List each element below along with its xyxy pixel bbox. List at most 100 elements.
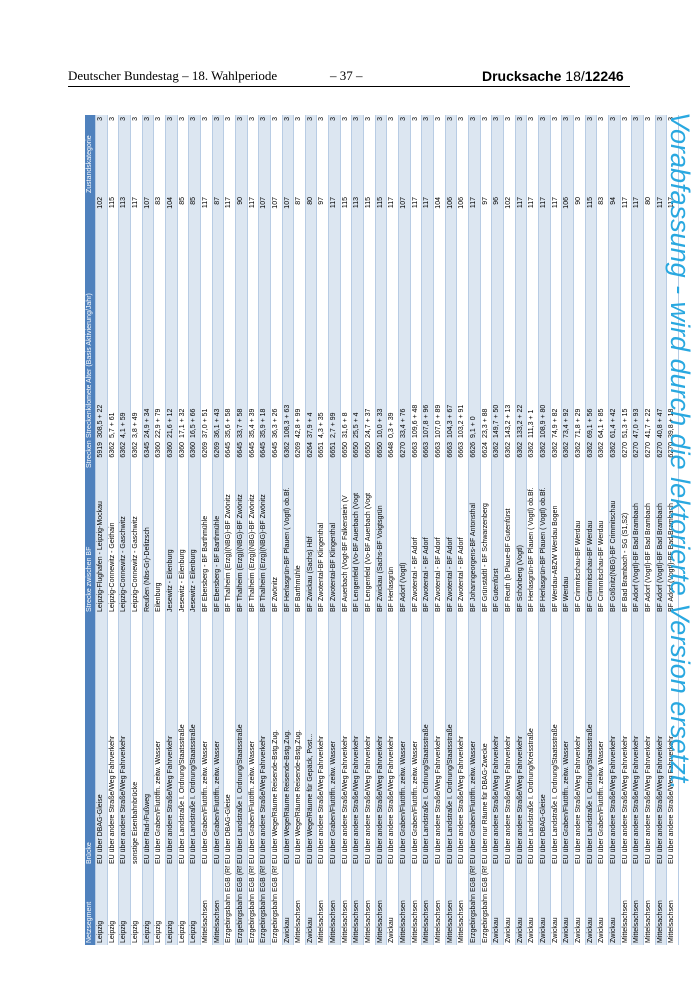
table-cell: 6362 <box>504 442 512 458</box>
table-cell: 3 <box>446 117 454 121</box>
table-cell: 9,1 + 0 <box>470 416 477 438</box>
table: Netzsegment Brücke Strecke zwischen BF Stre… <box>85 115 679 945</box>
table-cell: Erzgebirgsbahn EGB (RNI) <box>470 866 477 943</box>
table-cell: EÜ über andere Straße/Weg Fahrverkehr <box>493 735 501 864</box>
table-cell: 149,7 + 50 <box>493 404 501 438</box>
table-cell: 6650 <box>376 442 384 458</box>
table-cell: Leipzig <box>120 920 128 943</box>
table-cell: Mittelsachsen <box>365 900 373 943</box>
table-cell: 102 <box>504 197 512 209</box>
table-row: Zwickau EÜ über andere Straße/Weg Fahrver… <box>492 115 504 945</box>
table-cell: 103,2 + 91 <box>458 404 466 438</box>
table-row: Mittelsachsen EÜ über Landstraße I. Ordnu… <box>422 115 435 945</box>
table-cell: 35,6 + 58 <box>225 408 233 438</box>
table-cell: EÜ über andere Straße/Weg Fahrverkehr <box>516 735 524 864</box>
table-cell: 97 <box>318 197 326 205</box>
table-cell: 308,5 + 22 <box>97 404 104 438</box>
table-cell: BF Zwotental-BF Klingenthal <box>330 522 338 612</box>
table-cell: 113 <box>353 197 361 209</box>
table-cell: EÜ über Graben/Flutöffn. zeitw. Wasser <box>248 741 256 864</box>
table-cell: 6650 <box>353 442 361 458</box>
table-cell: 109,6 + 48 <box>411 404 419 438</box>
table-cell: 6362 <box>586 442 594 458</box>
table-cell: 69,1 + 56 <box>586 408 594 438</box>
table-cell: BF Lengenfeld (Vo-BF Auerbach (Vogt <box>365 492 373 612</box>
table-cell: EÜ über Landstraße I. Ordnung/Staatsstra… <box>551 724 559 864</box>
table-cell: 117 <box>248 197 256 209</box>
table-row: Erzgebirgsbahn EGB (RNI) EÜ über DBAG-Gle… <box>224 115 236 945</box>
table-row: Zwickau EÜ über Wege/Räume Reisende-Bstg.… <box>282 115 295 945</box>
table-cell: 117 <box>633 197 641 209</box>
table-cell: EÜ über andere Straße/Weg Fahrverkehr <box>166 735 174 864</box>
table-cell: 6269 <box>213 442 221 458</box>
column-header: Streckenkilometer <box>86 385 93 438</box>
table-cell: 33,4 + 76 <box>400 408 408 438</box>
table-cell: Zwickau <box>598 917 606 943</box>
table-cell: Mittelsachsen <box>341 900 349 943</box>
table-cell: BF Thalheim (Erzg)(NBG)-BF Zwönitz <box>225 494 233 612</box>
table-cell: 3 <box>633 117 641 121</box>
table-row: Zwickau EÜ über andere Straße/Weg Fahrver… <box>515 115 528 945</box>
table-cell: Jesewitz - Eilenburg <box>178 549 186 612</box>
table-cell: EÜ über andere Straße/Weg Fahrverkehr <box>318 735 326 864</box>
table-cell: 3 <box>470 117 477 121</box>
table-cell: BF Zwotental - BF Adorf <box>435 537 443 612</box>
table-cell: EÜ über Landstraße I. Ordnung/Staatsstra… <box>236 724 244 864</box>
column-header: Strecke zwischen BF <box>86 546 93 612</box>
table-cell: 3 <box>97 117 104 121</box>
table-cell: EÜ über andere Straße/Weg Fahrverkehr <box>621 735 629 864</box>
table-cell: 3 <box>458 117 466 121</box>
table-cell: EÜ über Wege/Räume Reisende-Bstg.Zug. <box>295 729 303 864</box>
table-cell: EÜ über andere Straße/Weg Fahrverkehr <box>120 735 128 864</box>
table-cell: EÜ über Graben/Flutöffn. zeitw. Wasser <box>330 741 338 864</box>
table-row: Mittelsachsen EÜ über andere Straße/Weg F… <box>352 115 365 945</box>
table-cell: Leipzig <box>178 920 186 943</box>
table-row: Leipzig EÜ über Landstraße I. Ordnung/Sta… <box>189 115 201 945</box>
table-cell: 2,7 + 99 <box>330 412 338 439</box>
table-cell: BF Thalheim (Erzg)(NBG)-BF Zwönitz <box>260 494 268 612</box>
table-cell: BF Gutenfürst <box>493 568 501 612</box>
table-cell: 6663 <box>435 442 443 458</box>
doc-prefix: 18/ <box>565 68 585 84</box>
table-cell: 6362 <box>609 442 617 458</box>
table-cell: 36,1 + 43 <box>213 408 221 438</box>
table-row: Zwickau EÜ über andere Straße/Weg Fahrver… <box>573 115 586 945</box>
table-row: Zwickau EÜ über Landstraße I. Ordnung/Kre… <box>527 115 539 945</box>
table-cell: 104,3 + 67 <box>446 404 454 438</box>
table-cell: Zwickau <box>563 917 571 943</box>
table-cell: BF Zwönitz <box>271 576 279 612</box>
table-cell: BF Herlasgrün-BF Plauen ( Vogtl) ob.Bf. <box>528 487 536 613</box>
table-cell: BF Thalheim (Erzg)(NBG)-BF Zwönitz <box>236 494 244 612</box>
header-row: Netzsegment Brücke Strecke zwischen BF Stre… <box>85 115 96 945</box>
table-cell: 3 <box>295 117 303 121</box>
table-cell: BF Johanngeorgens-BF Antonsthal <box>470 503 477 612</box>
table-row: Mittelsachsen EÜ über andere Straße/Weg F… <box>317 115 330 945</box>
table-cell: BF Adorf (Vogtl)-BF Bad Brambach <box>633 503 641 612</box>
table-cell: 80 <box>644 197 652 205</box>
table-cell: 6362 <box>120 442 128 458</box>
table-cell: 115 <box>108 197 116 209</box>
table-cell: EÜ über andere Straße/Weg Fahrverkehr <box>365 735 373 864</box>
table-cell: 3 <box>516 117 524 121</box>
table-cell: Leipzig <box>190 920 198 943</box>
doc-label: Drucksache <box>482 68 562 84</box>
table-cell: 3 <box>330 117 338 121</box>
table-row: Mittelsachsen EÜ über Graben/Flutöffn. ze… <box>212 115 225 945</box>
table-cell: 3 <box>400 117 408 121</box>
table-row: Erzgebirgsbahn EGB (RNI) EÜ über Graben/F… <box>469 115 481 945</box>
table-cell: 117 <box>539 197 547 209</box>
table-row: Zwickau EÜ über andere Straße/Weg Fahrver… <box>503 115 516 945</box>
table-cell: Mittelsachsen <box>411 900 419 943</box>
table-cell: Zwickau <box>504 917 512 943</box>
table-cell: 6362 <box>563 442 571 458</box>
table-row: Mittelsachsen EÜ über andere Straße/Weg F… <box>364 115 376 945</box>
table-cell: 6645 <box>271 442 279 458</box>
table-cell: Zwickau <box>609 917 617 943</box>
table-cell: 107 <box>271 197 279 209</box>
table-cell: EÜ über andere Straße/Weg Fahrverkehr <box>341 735 349 864</box>
table-cell: 3 <box>248 117 256 121</box>
table-cell: EÜ über andere Straße/Weg Fahrverkehr <box>504 735 512 864</box>
table-cell: 6651 <box>318 442 326 458</box>
table-cell: 6651 <box>330 442 338 458</box>
table-cell: EÜ über andere Straße/Weg Fahrverkehr <box>609 735 617 864</box>
